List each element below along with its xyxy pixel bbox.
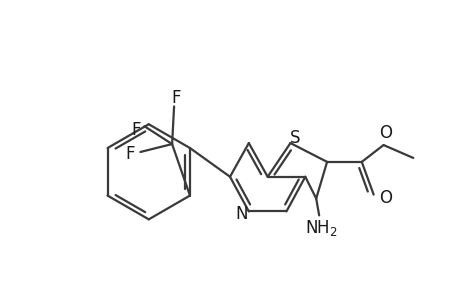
Text: F: F bbox=[171, 89, 180, 107]
Text: N: N bbox=[235, 206, 247, 224]
Text: S: S bbox=[290, 129, 300, 147]
Text: O: O bbox=[378, 189, 391, 207]
Text: F: F bbox=[131, 121, 141, 139]
Text: F: F bbox=[125, 145, 135, 163]
Text: O: O bbox=[378, 124, 391, 142]
Text: NH$_2$: NH$_2$ bbox=[304, 218, 337, 238]
